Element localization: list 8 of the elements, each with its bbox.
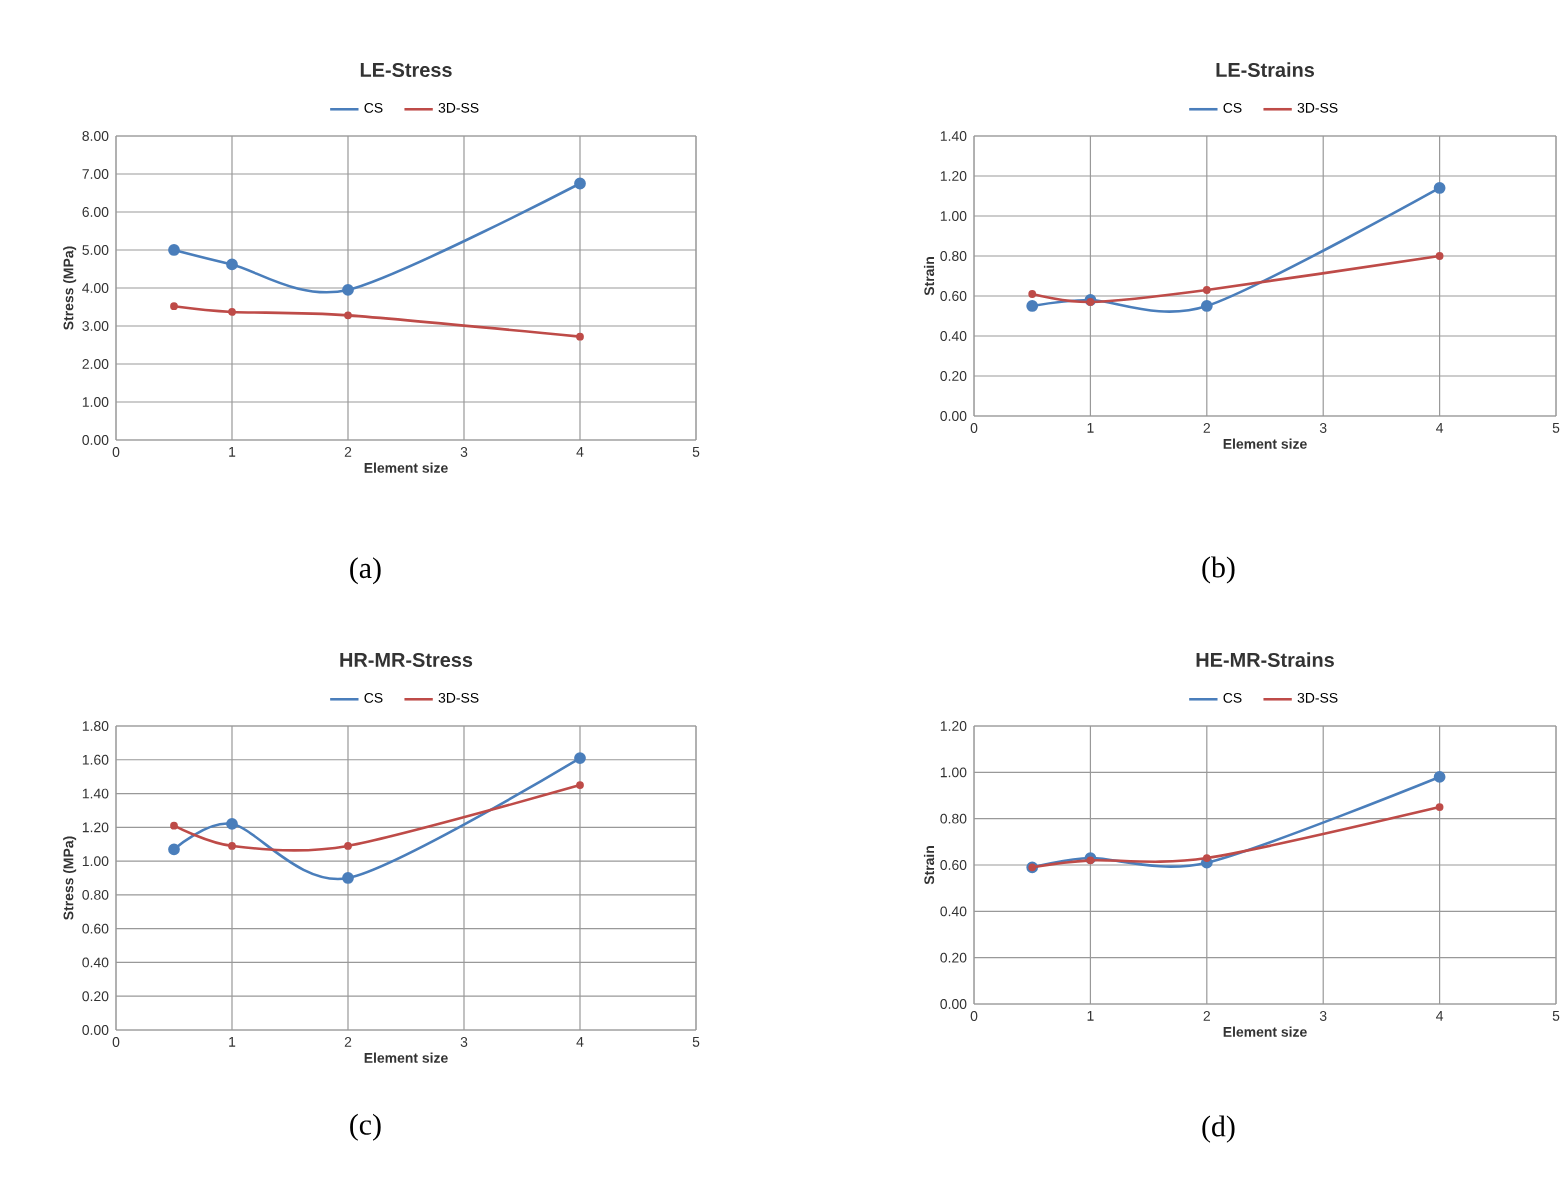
text: (a) xyxy=(350,557,381,585)
text: (b) xyxy=(1202,556,1235,584)
chart-title: HE-MR-Strains xyxy=(1196,652,1334,667)
text: (d) xyxy=(1202,1115,1235,1143)
chart-title: HR-MR-Stress xyxy=(340,652,473,667)
chart-title: LE-Stress xyxy=(360,62,452,77)
text: (c) xyxy=(350,1113,381,1141)
chart-title: LE-Strains xyxy=(1216,62,1315,77)
